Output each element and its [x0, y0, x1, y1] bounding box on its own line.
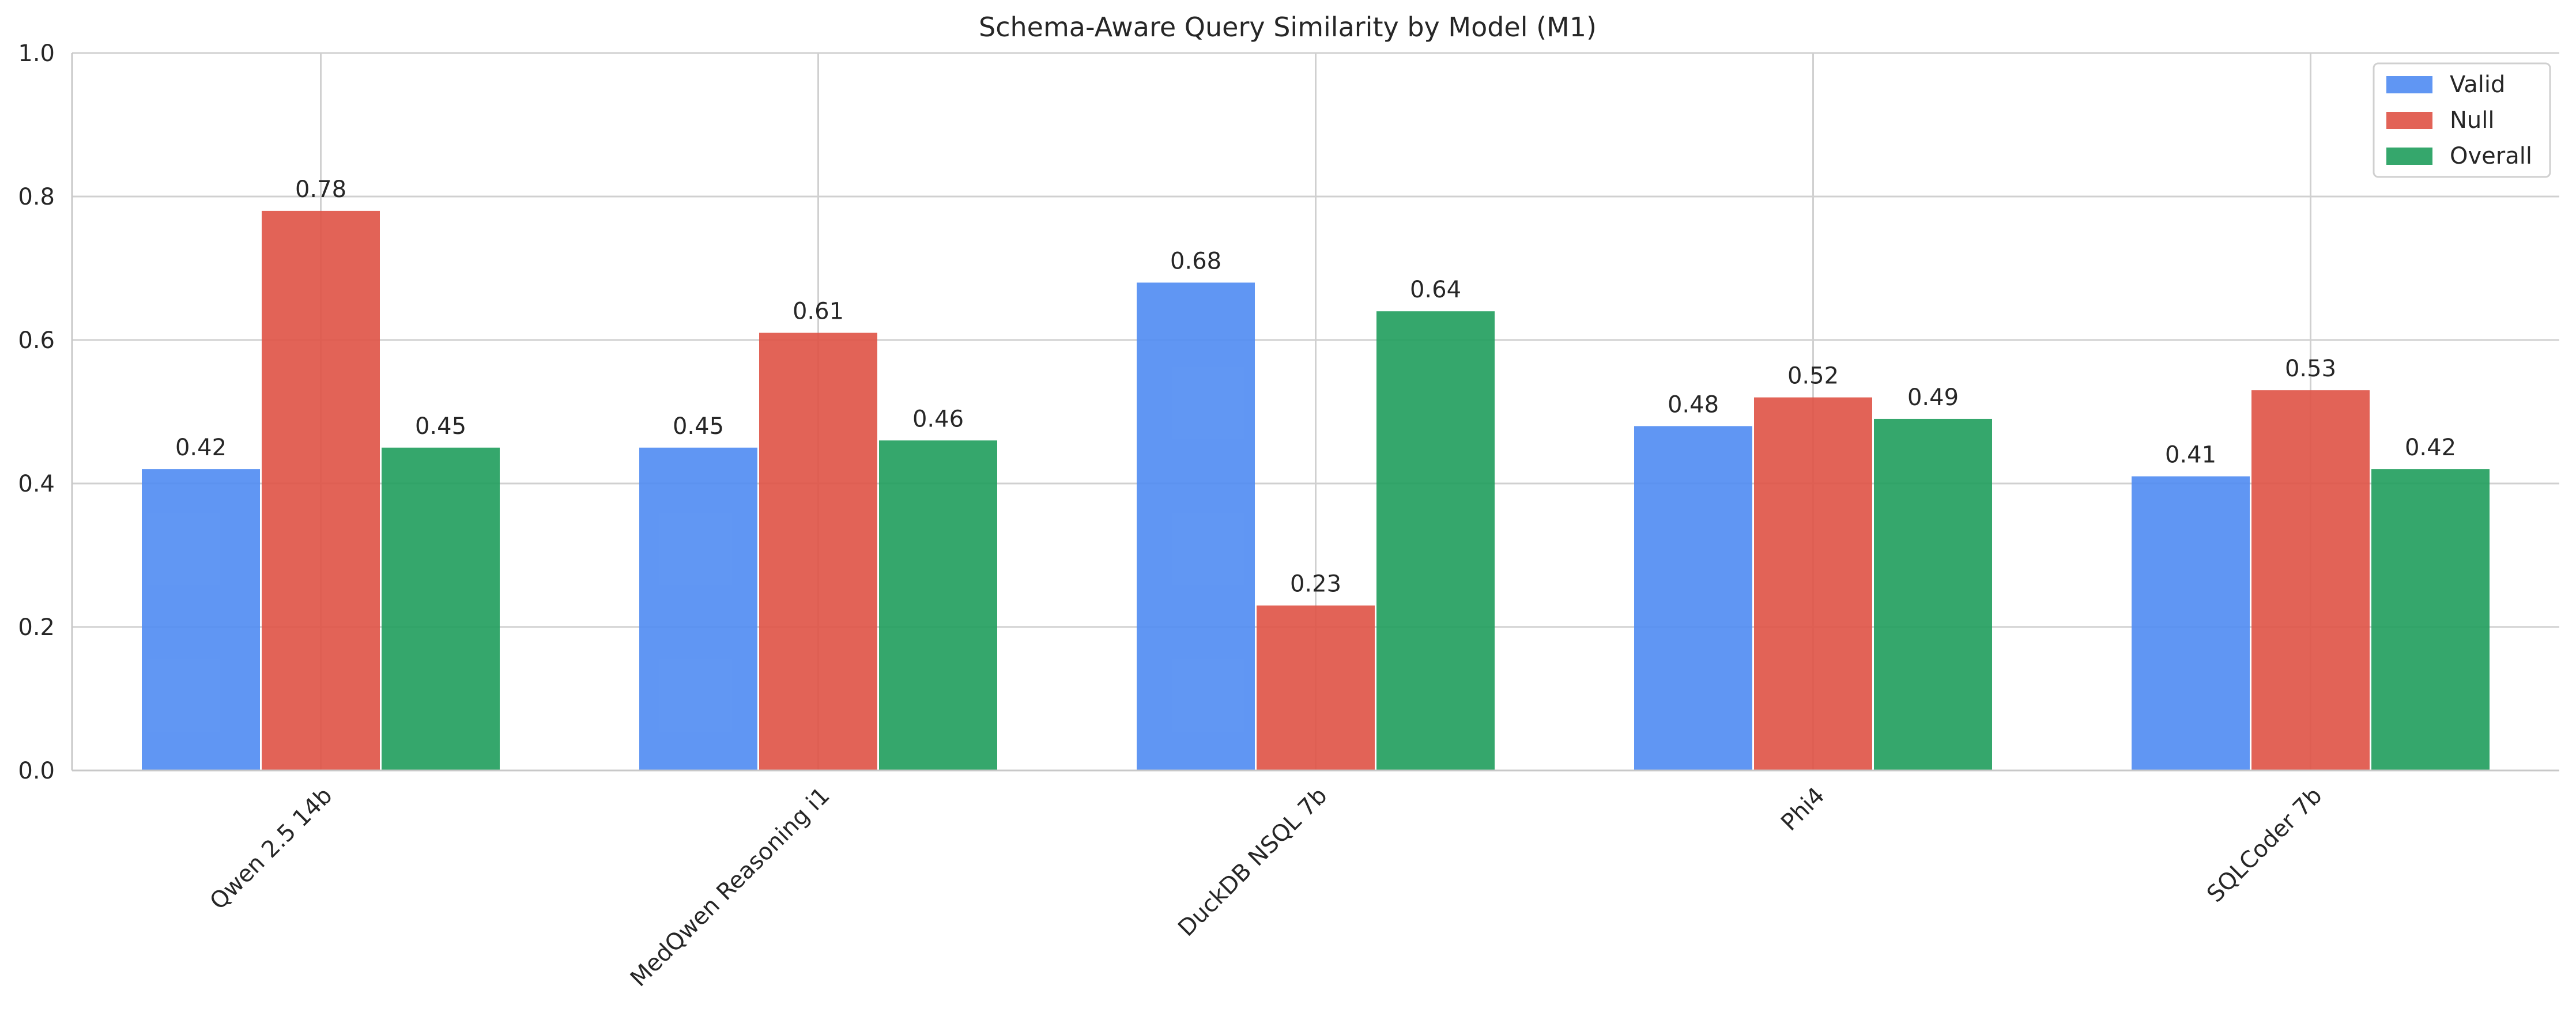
- y-tick-label: 0.2: [18, 614, 55, 641]
- data-label: 0.23: [1290, 571, 1341, 598]
- data-labels-layer: 0.42 0.45 0.68 0.48 0.41 0.78 0.61 0.23 0.52 0.53…: [175, 176, 2456, 598]
- data-label: 0.64: [1410, 277, 1461, 303]
- data-label: 0.42: [175, 435, 227, 461]
- y-tick-label: 0.4: [18, 471, 55, 497]
- bar-overall: [1874, 418, 1992, 770]
- bar-null: [1754, 397, 1872, 770]
- bar-null: [759, 333, 877, 770]
- bar-null: [262, 210, 380, 770]
- bar-overall: [879, 440, 997, 770]
- data-label: 0.41: [2165, 442, 2216, 469]
- data-label: 0.42: [2405, 435, 2456, 461]
- legend-swatch-valid: [2386, 76, 2432, 93]
- bar-overall: [2371, 469, 2490, 770]
- bar-null: [2251, 390, 2370, 770]
- legend-label: Overall: [2450, 143, 2532, 169]
- data-label: 0.52: [1787, 363, 1839, 390]
- bar-valid: [142, 469, 260, 770]
- data-label: 0.68: [1170, 248, 1221, 274]
- bar-valid: [2132, 476, 2250, 770]
- bar-overall: [1376, 311, 1495, 770]
- data-label: 0.45: [415, 413, 466, 440]
- bars-layer: [142, 210, 2490, 770]
- chart-title: Schema-Aware Query Similarity by Model (…: [979, 12, 1597, 43]
- bar-valid: [639, 447, 757, 770]
- x-tick-label: Qwen 2.5 14b: [205, 783, 337, 915]
- legend-swatch-overall: [2386, 148, 2432, 165]
- data-label: 0.46: [912, 406, 964, 432]
- bar-null: [1257, 605, 1375, 770]
- axes-layer: [71, 53, 2559, 772]
- data-label: 0.78: [295, 176, 346, 203]
- legend-swatch-null: [2386, 112, 2432, 129]
- x-tick-label: MedQwen Reasoning i1: [625, 783, 835, 992]
- bar-overall: [382, 447, 500, 770]
- bar-valid: [1634, 426, 1752, 770]
- y-tick-label: 0.0: [18, 758, 55, 784]
- data-label: 0.61: [793, 299, 844, 325]
- data-label: 0.48: [1668, 391, 1719, 418]
- legend: Valid Null Overall: [2373, 62, 2551, 178]
- x-tick-label: DuckDB NSQL 7b: [1173, 783, 1332, 942]
- data-label: 0.45: [673, 413, 724, 440]
- x-tick-label: Phi4: [1776, 783, 1830, 836]
- legend-label: Valid: [2450, 71, 2505, 98]
- data-label: 0.49: [1907, 384, 1959, 411]
- x-tick-label: SQLCoder 7b: [2202, 783, 2327, 908]
- y-tick-label: 1.0: [18, 40, 55, 67]
- data-label: 0.53: [2285, 356, 2336, 382]
- bar-valid: [1137, 282, 1255, 770]
- y-tick-label: 0.8: [18, 184, 55, 210]
- legend-label: Null: [2450, 107, 2495, 134]
- y-tick-label: 0.6: [18, 327, 55, 354]
